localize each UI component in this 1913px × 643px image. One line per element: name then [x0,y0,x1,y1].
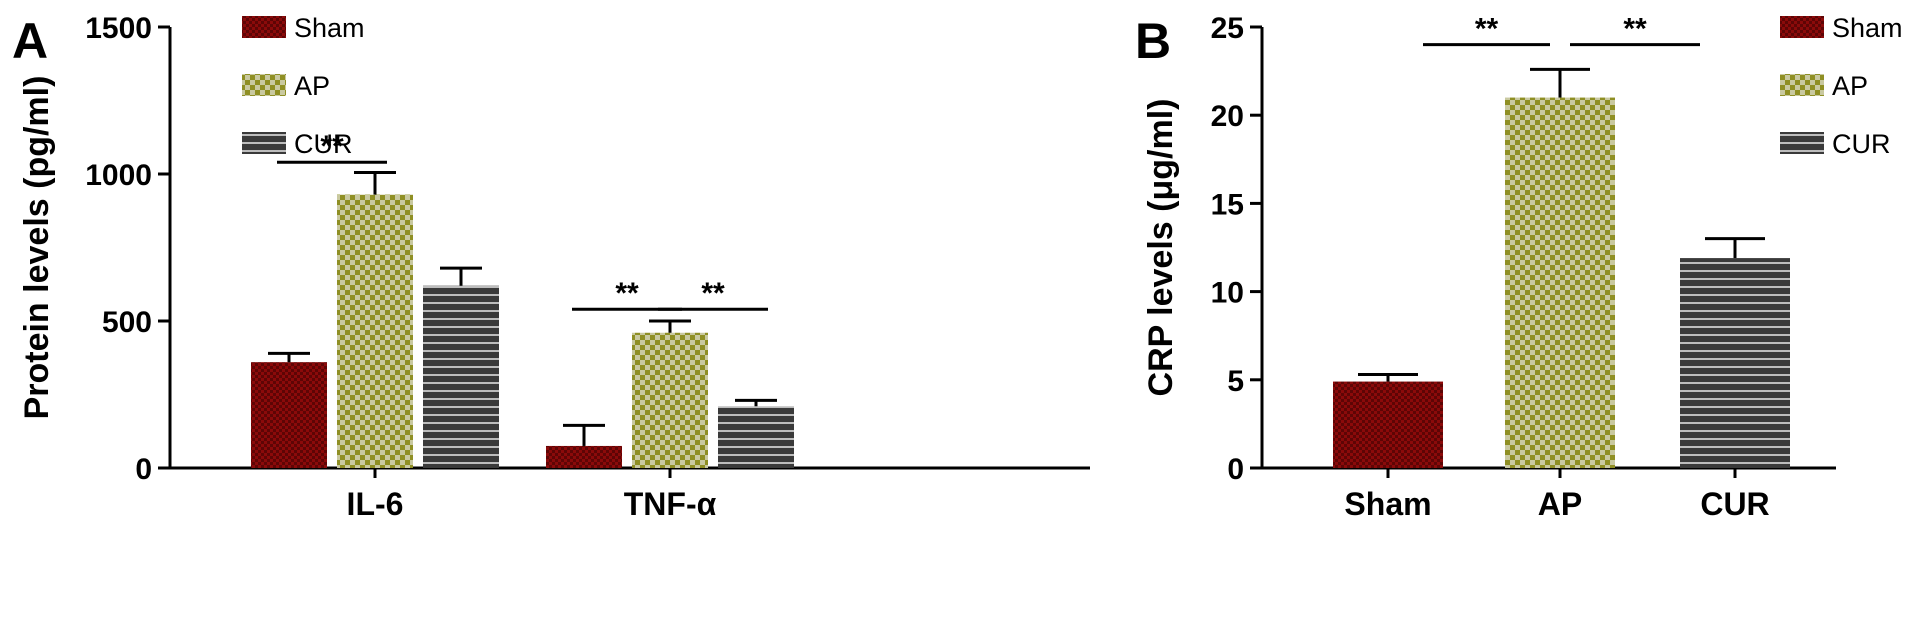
significance-marker: ** [1475,13,1499,46]
legend-swatch-ap [1780,74,1824,96]
bar-ap [1505,97,1615,468]
y-tick-label: 500 [102,306,152,339]
panel-b-letter: B [1135,13,1171,69]
bar-sham-0 [251,362,327,468]
x-category-label: TNF-α [624,486,717,522]
legend-swatch-ap [242,74,286,96]
significance-marker: ** [1623,13,1647,46]
y-tick-label: 10 [1211,277,1244,310]
panel-a-significance: ** ** ** [277,130,768,311]
y-tick-label: 0 [1227,453,1244,486]
panel-a-chart: A Protein levels (pg/ml) 0 500 1000 1500 IL-… [12,12,1090,522]
x-category-label: AP [1538,486,1582,522]
bar-cur-0 [423,285,499,468]
panel-a-bars [251,171,794,468]
panel-a-letter: A [12,13,48,69]
panel-b-significance: ** ** [1423,13,1700,47]
y-tick-label: 5 [1227,365,1244,398]
panel-a-legend: Sham AP CUR [242,13,365,159]
x-category-label: CUR [1700,486,1769,522]
legend-swatch-sham [1780,16,1824,38]
bar-ap-0 [337,194,413,468]
bar-sham-1 [546,445,622,468]
bar-cur-1 [718,406,794,468]
panel-b-bars [1333,67,1790,468]
bar-sham [1333,381,1443,468]
panel-b-chart: B CRP levels (μg/ml) 0 5 10 15 20 25 Sham AP CUR… [1135,12,1903,522]
legend-label-sham: Sham [294,13,365,43]
legend-label-cur: CUR [294,129,353,159]
y-tick-label: 25 [1211,12,1244,45]
legend-swatch-cur [1780,132,1824,154]
y-tick-label: 15 [1211,188,1244,221]
panel-a-y-axis-title: Protein levels (pg/ml) [18,76,56,420]
panel-a-axes: 0 500 1000 1500 IL-6 TNF-α [85,12,1090,522]
legend-swatch-sham [242,16,286,38]
significance-marker: ** [701,277,725,310]
x-category-label: IL-6 [347,486,404,522]
y-tick-label: 1000 [85,159,152,192]
panel-b-y-axis-title: CRP levels (μg/ml) [1142,99,1180,397]
significance-marker: ** [615,277,639,310]
y-tick-label: 0 [135,453,152,486]
bar-cur [1680,258,1790,468]
x-category-label: Sham [1344,486,1431,522]
bar-ap-1 [632,332,708,468]
legend-label-sham: Sham [1832,13,1903,43]
significance-marker: ** [320,130,344,163]
legend-label-cur: CUR [1832,129,1891,159]
legend-swatch-cur [242,132,286,154]
y-tick-label: 20 [1211,100,1244,133]
legend-label-ap: AP [294,71,330,101]
panel-b-legend: Sham AP CUR [1780,13,1903,159]
legend-label-ap: AP [1832,71,1868,101]
y-tick-label: 1500 [85,12,152,45]
